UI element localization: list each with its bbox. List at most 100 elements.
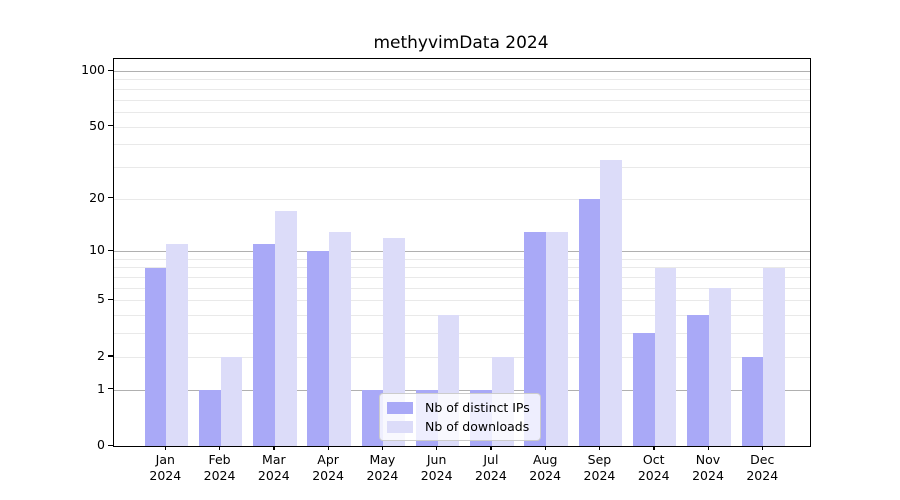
legend-item-distinct-ips: Nb of distinct IPs [387, 400, 530, 415]
legend-swatch-downloads [387, 420, 413, 433]
gridline-minor [114, 144, 810, 146]
gridline-minor [114, 88, 810, 90]
bar-distinct-ips-apr [307, 251, 330, 446]
y-tick-label: 1 [97, 380, 105, 396]
x-tick-mark [653, 446, 655, 450]
bar-distinct-ips-dec [741, 356, 764, 446]
x-tick-mark [273, 446, 275, 450]
x-tick-mark [327, 446, 329, 450]
bar-downloads-nov [709, 287, 731, 446]
x-tick-mark [436, 446, 438, 450]
gridline-minor [114, 267, 810, 269]
bar-distinct-ips-mar [253, 244, 275, 446]
gridline-minor [114, 277, 810, 279]
x-tick-label-feb: Feb 2024 [188, 452, 252, 483]
x-tick-month: Feb [208, 452, 231, 467]
gridline-minor [114, 356, 810, 358]
gridline-minor [114, 99, 810, 101]
y-tick-mark [108, 355, 113, 357]
x-tick-month: Jul [483, 452, 499, 467]
y-tick-label: 2 [97, 347, 105, 363]
gridline-minor [114, 111, 810, 113]
x-tick-label-nov: Nov 2024 [676, 452, 740, 483]
gridline-major [114, 389, 810, 391]
x-tick-year: 2024 [583, 467, 616, 483]
y-tick-label: 10 [89, 242, 105, 258]
x-tick-label-may: May 2024 [350, 452, 414, 483]
x-tick-mark [164, 446, 167, 450]
x-tick-mark [544, 446, 546, 450]
legend-label-downloads: Nb of downloads [425, 419, 530, 434]
x-tick-year: 2024 [420, 467, 453, 483]
bar-distinct-ips-may [361, 389, 384, 446]
x-tick-month: Apr [317, 452, 339, 467]
bar-downloads-jan [166, 244, 188, 446]
y-tick-label: 0 [97, 437, 105, 452]
x-tick-year: 2024 [637, 467, 670, 483]
legend-swatch-distinct-ips [387, 401, 413, 414]
bar-distinct-ips-jan [144, 267, 167, 446]
gridline-minor [114, 315, 810, 317]
x-tick-label-apr: Apr 2024 [296, 452, 360, 483]
y-tick-mark [108, 249, 113, 251]
x-tick-month: Sep [587, 452, 612, 467]
bar-downloads-feb [220, 356, 243, 446]
x-tick-label-jun: Jun 2024 [405, 452, 469, 483]
x-tick-year: 2024 [475, 467, 507, 483]
y-tick-mark [108, 298, 113, 301]
bar-distinct-ips-feb [198, 389, 221, 446]
bar-downloads-dec [763, 267, 785, 446]
x-tick-month: May [369, 452, 396, 467]
x-tick-year: 2024 [312, 467, 345, 483]
gridline-minor [114, 79, 810, 81]
x-tick-label-mar: Mar 2024 [242, 452, 306, 483]
x-tick-label-jan: Jan 2024 [133, 452, 197, 483]
x-tick-mark [598, 446, 601, 450]
chart-title: methyvimData 2024 [373, 33, 549, 53]
x-tick-label-dec: Dec 2024 [730, 452, 794, 483]
x-tick-month: Jun [426, 452, 447, 467]
bar-downloads-oct [654, 267, 677, 446]
x-tick-mark [707, 446, 709, 450]
x-tick-label-aug: Aug 2024 [513, 452, 577, 483]
x-tick-year: 2024 [366, 467, 399, 483]
x-tick-mark [381, 446, 384, 450]
legend-label-distinct-ips: Nb of distinct IPs [425, 400, 530, 415]
legend: Nb of distinct IPs Nb of downloads [379, 393, 541, 441]
bar-distinct-ips-sep [578, 198, 601, 446]
x-tick-year: 2024 [257, 467, 290, 483]
gridline-minor [114, 258, 810, 260]
y-tick-label: 100 [81, 62, 105, 78]
bar-distinct-ips-aug [524, 231, 547, 446]
y-tick-mark [108, 388, 113, 390]
gridline-minor [114, 166, 810, 168]
x-tick-month: Nov [695, 452, 721, 467]
bar-downloads-sep [600, 159, 623, 446]
x-tick-month: Oct [642, 452, 665, 467]
x-tick-label-sep: Sep 2024 [567, 452, 631, 483]
y-tick-label: 20 [89, 189, 105, 205]
x-tick-year: 2024 [746, 467, 779, 483]
x-tick-mark [490, 446, 492, 450]
gridline-major [114, 251, 810, 253]
bar-downloads-apr [329, 231, 351, 446]
x-tick-month: Mar [262, 452, 286, 467]
y-tick-mark [108, 444, 113, 446]
x-tick-month: Aug [532, 452, 558, 467]
x-tick-month: Dec [750, 452, 775, 467]
x-tick-year: 2024 [692, 467, 724, 483]
x-tick-month: Jan [155, 452, 175, 467]
plot-area: Nb of distinct IPs Nb of downloads [113, 58, 811, 447]
bar-downloads-aug [546, 231, 568, 446]
x-tick-year: 2024 [149, 467, 182, 483]
legend-item-downloads: Nb of downloads [387, 419, 530, 434]
gridline-minor [114, 198, 810, 200]
y-tick-mark [108, 125, 113, 127]
x-tick-label-jul: Jul 2024 [459, 452, 523, 483]
y-tick-label: 5 [97, 291, 105, 307]
x-tick-year: 2024 [203, 467, 236, 483]
y-tick-mark [108, 197, 113, 199]
x-tick-label-oct: Oct 2024 [622, 452, 686, 483]
y-tick-label: 50 [89, 117, 105, 133]
